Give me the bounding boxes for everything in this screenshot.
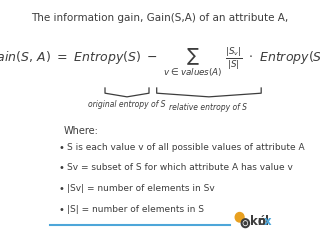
Text: |S| = number of elements in S: |S| = number of elements in S (67, 205, 204, 214)
Text: S is each value v of all possible values of attribute A: S is each value v of all possible values… (67, 143, 304, 151)
Text: relative entropy of S: relative entropy of S (169, 103, 247, 112)
Text: |Sv| = number of elements in Sv: |Sv| = number of elements in Sv (67, 184, 214, 193)
Text: x: x (264, 215, 271, 228)
Text: The information gain, Gain(S,A) of an attribute A,: The information gain, Gain(S,A) of an at… (31, 13, 289, 23)
Circle shape (244, 222, 247, 225)
Text: ól: ól (258, 215, 270, 228)
Text: kn: kn (250, 215, 266, 228)
Text: $\mathit{Gain}(S,\,A)\ =\ \mathit{Entropy}(S)\ -\ \sum_{v\in values(A)}\ \frac{|: $\mathit{Gain}(S,\,A)\ =\ \mathit{Entrop… (0, 45, 320, 78)
Text: •: • (59, 205, 65, 215)
Text: Where:: Where: (63, 126, 98, 136)
Text: •: • (59, 143, 65, 153)
Text: •: • (59, 163, 65, 174)
Text: Sv = subset of S for which attribute A has value v: Sv = subset of S for which attribute A h… (67, 163, 292, 172)
Text: •: • (59, 184, 65, 194)
Text: original entropy of S: original entropy of S (88, 100, 166, 109)
Circle shape (235, 212, 244, 222)
